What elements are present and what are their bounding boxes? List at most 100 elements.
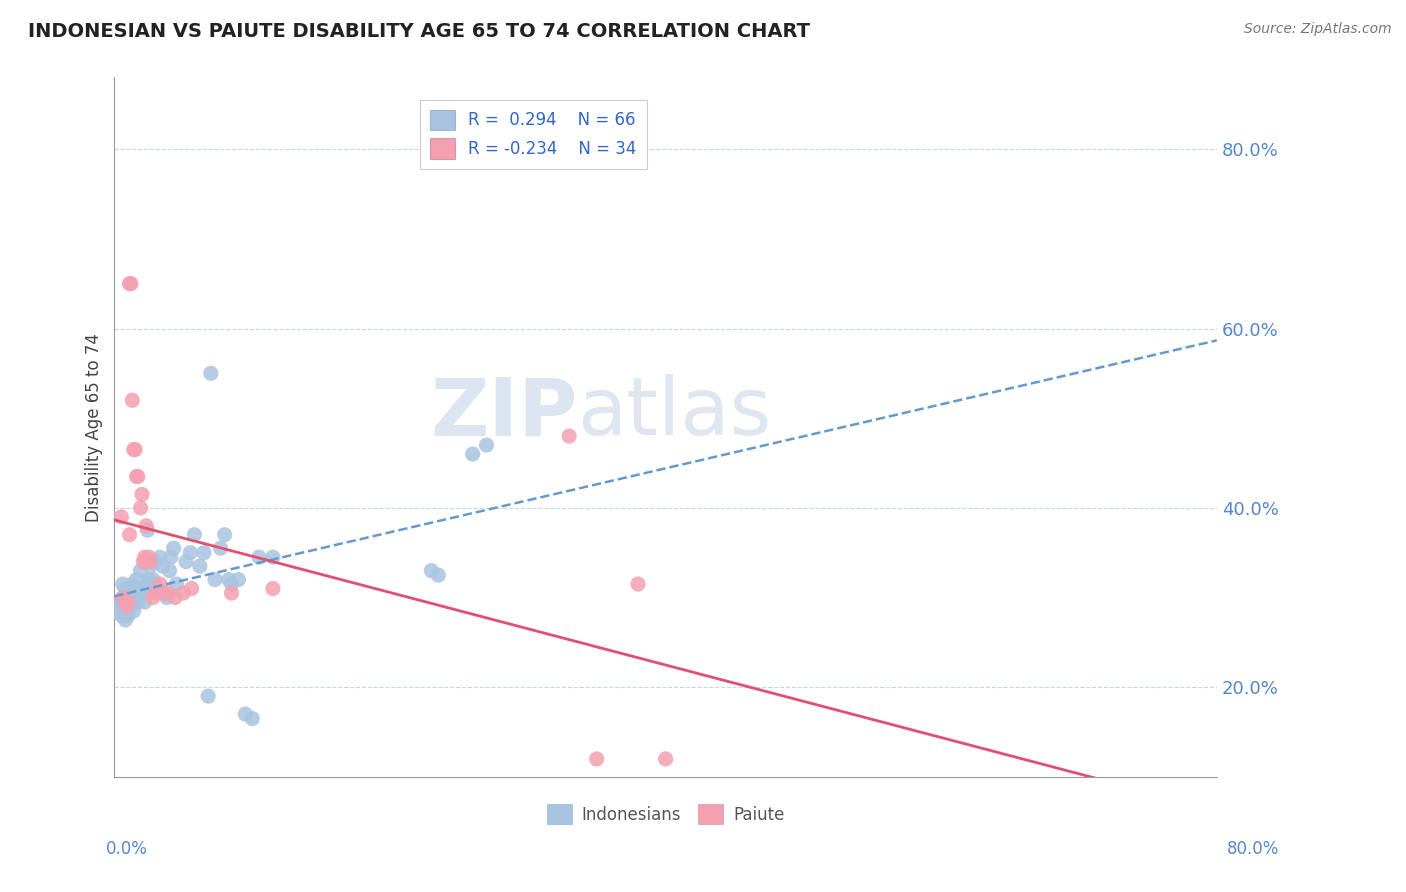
Point <box>121 577 143 591</box>
Point <box>124 442 146 457</box>
Point <box>118 595 141 609</box>
Point <box>174 555 197 569</box>
Point <box>157 586 180 600</box>
Point <box>461 447 484 461</box>
Point <box>122 604 145 618</box>
Point <box>146 582 169 596</box>
Point <box>124 586 146 600</box>
Point <box>122 442 145 457</box>
Point <box>118 528 141 542</box>
Point <box>125 573 148 587</box>
Point <box>654 752 676 766</box>
Point <box>142 573 165 587</box>
Point <box>247 550 270 565</box>
Point <box>163 591 186 605</box>
Point <box>122 582 145 596</box>
Point <box>132 555 155 569</box>
Point <box>134 595 156 609</box>
Point <box>118 586 141 600</box>
Point <box>111 595 134 609</box>
Point <box>193 546 215 560</box>
Point <box>149 577 172 591</box>
Text: atlas: atlas <box>578 374 772 452</box>
Text: 80.0%: 80.0% <box>1227 840 1279 858</box>
Point <box>131 487 153 501</box>
Point <box>110 608 132 623</box>
Point <box>420 564 443 578</box>
Point <box>209 541 232 556</box>
Point <box>233 707 256 722</box>
Point <box>138 573 160 587</box>
Point <box>107 604 129 618</box>
Point <box>240 712 263 726</box>
Point <box>115 599 138 614</box>
Point <box>121 393 143 408</box>
Point <box>120 591 142 605</box>
Point <box>585 752 607 766</box>
Point <box>111 591 134 605</box>
Point <box>149 550 172 565</box>
Point <box>112 591 135 605</box>
Point <box>108 599 131 614</box>
Point <box>129 564 152 578</box>
Text: INDONESIAN VS PAIUTE DISABILITY AGE 65 TO 74 CORRELATION CHART: INDONESIAN VS PAIUTE DISABILITY AGE 65 T… <box>28 22 810 41</box>
Point <box>117 608 139 623</box>
Point <box>221 577 243 591</box>
Point <box>180 582 202 596</box>
Point <box>138 550 160 565</box>
Point <box>111 577 134 591</box>
Legend: Indonesians, Paiute: Indonesians, Paiute <box>547 805 785 824</box>
Text: 0.0%: 0.0% <box>105 840 148 858</box>
Point <box>152 559 174 574</box>
Point <box>145 555 167 569</box>
Point <box>145 586 167 600</box>
Point <box>262 582 284 596</box>
Point <box>114 582 136 596</box>
Point <box>165 577 187 591</box>
Point <box>131 582 153 596</box>
Point <box>135 518 157 533</box>
Point <box>427 568 450 582</box>
Point <box>153 586 176 600</box>
Point <box>125 582 148 596</box>
Point <box>218 573 240 587</box>
Point <box>228 573 250 587</box>
Point <box>121 595 143 609</box>
Point <box>262 550 284 565</box>
Point <box>558 429 581 443</box>
Point <box>160 550 183 565</box>
Point <box>117 595 139 609</box>
Point <box>183 528 205 542</box>
Y-axis label: Disability Age 65 to 74: Disability Age 65 to 74 <box>86 333 103 522</box>
Point <box>135 577 157 591</box>
Point <box>114 613 136 627</box>
Point <box>134 550 156 565</box>
Point <box>128 586 150 600</box>
Point <box>117 582 139 596</box>
Point <box>188 559 211 574</box>
Point <box>159 564 181 578</box>
Point <box>110 509 132 524</box>
Point <box>112 604 135 618</box>
Point <box>214 528 236 542</box>
Text: Source: ZipAtlas.com: Source: ZipAtlas.com <box>1244 22 1392 37</box>
Point <box>197 689 219 703</box>
Point <box>110 595 132 609</box>
Point <box>139 555 162 569</box>
Point <box>475 438 498 452</box>
Text: ZIP: ZIP <box>430 374 578 452</box>
Point <box>163 541 186 556</box>
Point <box>156 591 179 605</box>
Point <box>124 595 146 609</box>
Point <box>200 367 222 381</box>
Point <box>114 595 136 609</box>
Point <box>127 595 149 609</box>
Point <box>127 469 149 483</box>
Point <box>125 469 148 483</box>
Point <box>120 599 142 614</box>
Point <box>115 586 138 600</box>
Point <box>120 277 142 291</box>
Point <box>136 523 159 537</box>
Point <box>118 277 141 291</box>
Point <box>179 546 201 560</box>
